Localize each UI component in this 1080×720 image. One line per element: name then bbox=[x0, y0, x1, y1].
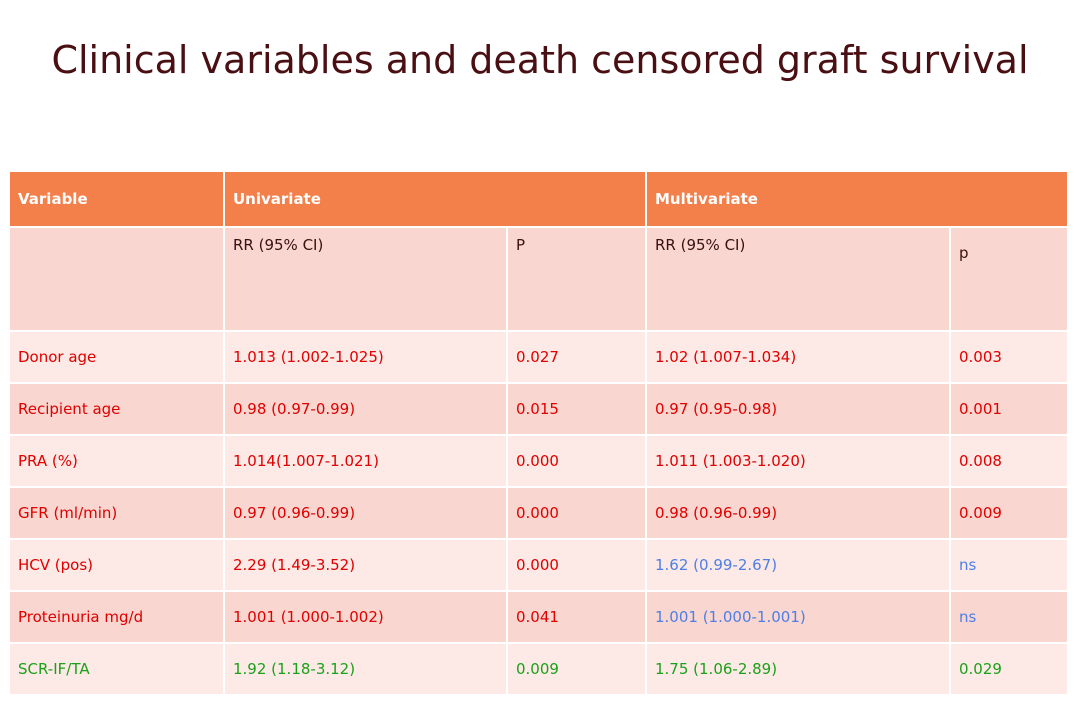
cell-multi-p: 0.009 bbox=[949, 486, 1069, 540]
cell-multi-p: 0.008 bbox=[949, 434, 1069, 488]
cell-uni-p: 0.000 bbox=[506, 434, 647, 488]
cell-variable: HCV (pos) bbox=[8, 538, 225, 592]
subheader-empty bbox=[8, 226, 225, 332]
cell-multi-p: ns bbox=[949, 538, 1069, 592]
table-row: Recipient age 0.98 (0.97-0.99) 0.015 0.9… bbox=[8, 382, 1069, 436]
cell-uni-p: 0.000 bbox=[506, 486, 647, 540]
table-row: GFR (ml/min) 0.97 (0.96-0.99) 0.000 0.98… bbox=[8, 486, 1069, 540]
cell-uni-rr: 0.97 (0.96-0.99) bbox=[223, 486, 508, 540]
cell-uni-rr: 0.98 (0.97-0.99) bbox=[223, 382, 508, 436]
cell-uni-rr: 1.92 (1.18-3.12) bbox=[223, 642, 508, 696]
subheader-uni-rr: RR (95% CI) bbox=[223, 226, 508, 332]
cell-variable: Donor age bbox=[8, 330, 225, 384]
header-variable: Variable bbox=[8, 170, 225, 228]
cell-multi-rr: 1.001 (1.000-1.001) bbox=[645, 590, 951, 644]
cell-variable: Proteinuria mg/d bbox=[8, 590, 225, 644]
cell-uni-rr: 1.014(1.007-1.021) bbox=[223, 434, 508, 488]
slide-title: Clinical variables and death censored gr… bbox=[51, 38, 1029, 82]
cell-multi-p: ns bbox=[949, 590, 1069, 644]
cell-multi-rr: 1.02 (1.007-1.034) bbox=[645, 330, 951, 384]
table-row: Donor age 1.013 (1.002-1.025) 0.027 1.02… bbox=[8, 330, 1069, 384]
cell-variable: Recipient age bbox=[8, 382, 225, 436]
cell-uni-p: 0.015 bbox=[506, 382, 647, 436]
cell-multi-rr: 1.62 (0.99-2.67) bbox=[645, 538, 951, 592]
table-row: HCV (pos) 2.29 (1.49-3.52) 0.000 1.62 (0… bbox=[8, 538, 1069, 592]
header-univariate: Univariate bbox=[223, 170, 647, 228]
cell-multi-rr: 1.75 (1.06-2.89) bbox=[645, 642, 951, 696]
cell-multi-p: 0.003 bbox=[949, 330, 1069, 384]
subheader-multi-rr: RR (95% CI) bbox=[645, 226, 951, 332]
cell-uni-rr: 1.001 (1.000-1.002) bbox=[223, 590, 508, 644]
table-row: SCR-IF/TA 1.92 (1.18-3.12) 0.009 1.75 (1… bbox=[8, 642, 1069, 696]
table-row: PRA (%) 1.014(1.007-1.021) 0.000 1.011 (… bbox=[8, 434, 1069, 488]
cell-variable: SCR-IF/TA bbox=[8, 642, 225, 696]
header-row: Variable Univariate Multivariate bbox=[8, 170, 1069, 228]
cell-variable: PRA (%) bbox=[8, 434, 225, 488]
cell-uni-p: 0.000 bbox=[506, 538, 647, 592]
cell-multi-rr: 0.98 (0.96-0.99) bbox=[645, 486, 951, 540]
table-row: Proteinuria mg/d 1.001 (1.000-1.002) 0.0… bbox=[8, 590, 1069, 644]
cell-variable: GFR (ml/min) bbox=[8, 486, 225, 540]
cell-multi-rr: 1.011 (1.003-1.020) bbox=[645, 434, 951, 488]
cell-uni-rr: 2.29 (1.49-3.52) bbox=[223, 538, 508, 592]
cell-uni-p: 0.041 bbox=[506, 590, 647, 644]
subheader-multi-p: p bbox=[949, 226, 1069, 332]
cell-multi-p: 0.001 bbox=[949, 382, 1069, 436]
survival-table: Variable Univariate Multivariate RR (95%… bbox=[8, 170, 1069, 696]
cell-uni-p: 0.027 bbox=[506, 330, 647, 384]
subheader-uni-p: P bbox=[506, 226, 647, 332]
header-multivariate: Multivariate bbox=[645, 170, 1069, 228]
cell-multi-p: 0.029 bbox=[949, 642, 1069, 696]
cell-multi-rr: 0.97 (0.95-0.98) bbox=[645, 382, 951, 436]
cell-uni-p: 0.009 bbox=[506, 642, 647, 696]
cell-uni-rr: 1.013 (1.002-1.025) bbox=[223, 330, 508, 384]
subheader-row: RR (95% CI) P RR (95% CI) p bbox=[8, 226, 1069, 332]
